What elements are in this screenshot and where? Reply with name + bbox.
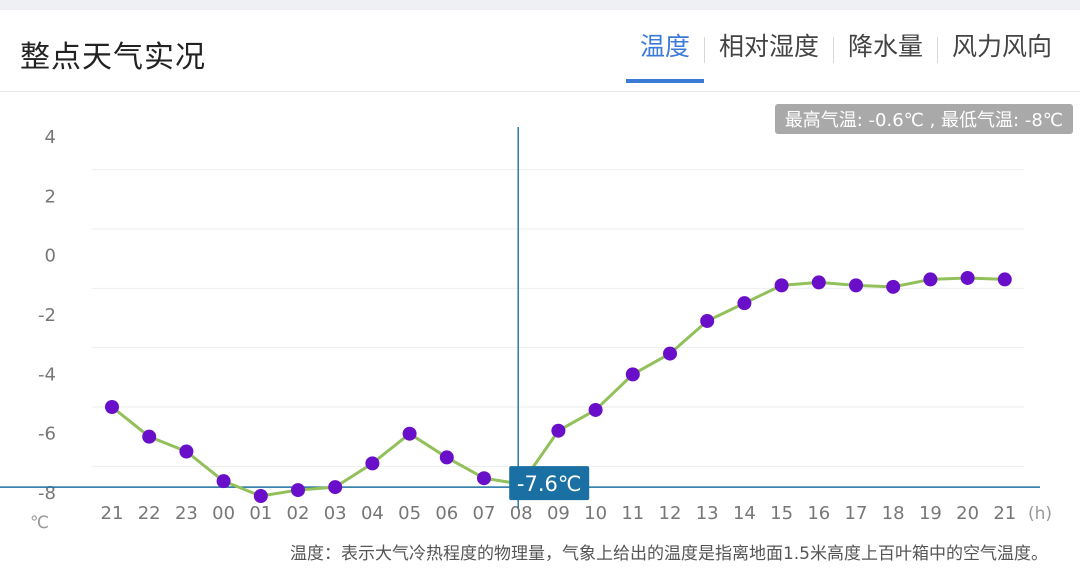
data-point[interactable]	[105, 400, 119, 414]
tab-divider	[832, 37, 834, 63]
temperature-range-badge: 最高气温: -0.6℃ , 最低气温: -8℃	[774, 104, 1073, 134]
x-tick-label: 08	[510, 503, 533, 524]
x-tick-label: 11	[621, 503, 644, 524]
x-tick-label: 22	[138, 503, 161, 524]
y-axis-ticks: 4 2 0 -2 -4 -6 -8	[38, 127, 56, 504]
data-point[interactable]	[886, 279, 901, 294]
y-tick-label: -4	[38, 364, 56, 385]
data-point[interactable]	[663, 346, 677, 361]
temperature-series-line	[111, 276, 1005, 498]
x-tick-label: 13	[696, 503, 719, 524]
data-point[interactable]	[849, 278, 863, 293]
tab-wind[interactable]: 风力风向	[951, 32, 1052, 61]
x-tick-label: 01	[249, 503, 272, 524]
data-point[interactable]	[291, 483, 305, 498]
y-tick-label: 2	[45, 186, 56, 207]
data-point[interactable]	[588, 402, 603, 417]
x-tick-label: 03	[324, 503, 347, 524]
x-tick-label: 00	[212, 503, 235, 524]
temperature-line-chart[interactable]: 420-2-4-6-8 21 22 23 00 01 02 03 04 05 06 07 08 09 10…	[0, 110, 1080, 540]
data-point[interactable]	[737, 296, 752, 311]
x-tick-label: 10	[584, 503, 607, 524]
x-axis-ticks: 21 22 23 00 01 02 03 04 05 06 07 08 09 10 11 12 13 14 15 16…	[101, 503, 1017, 524]
data-point[interactable]	[997, 272, 1012, 287]
data-point[interactable]	[439, 450, 454, 465]
tab-precipitation[interactable]: 降水量	[847, 32, 923, 61]
x-tick-label: 12	[659, 503, 682, 524]
tab-humidity[interactable]: 相对湿度	[718, 32, 819, 61]
value-tooltip: -7.6℃	[509, 466, 590, 501]
data-point[interactable]	[402, 426, 417, 441]
tooltip-label: -7.6℃	[517, 472, 582, 496]
x-tick-label: 21	[101, 503, 124, 524]
x-tick-label: 17	[845, 503, 868, 524]
x-tick-label: 14	[733, 503, 756, 524]
x-tick-label: 07	[473, 503, 496, 524]
x-tick-label: 23	[175, 503, 198, 524]
y-axis-unit: ℃	[30, 513, 49, 533]
x-tick-label: 21	[993, 503, 1016, 524]
x-tick-label: 06	[435, 503, 458, 524]
data-point[interactable]	[477, 471, 491, 486]
gridlines	[92, 169, 1024, 467]
y-tick-label: 4	[45, 127, 56, 148]
chart-footnote: 温度：表示大气冷热程度的物理量，气象上给出的温度是指离地面1.5米高度上百叶箱中…	[289, 544, 1048, 564]
tab-temperature[interactable]: 温度	[625, 30, 704, 83]
data-point[interactable]	[960, 270, 975, 285]
x-tick-label: 16	[807, 503, 830, 524]
top-strip	[0, 0, 1080, 10]
x-tick-label: 04	[361, 503, 384, 524]
x-tick-label: 05	[398, 503, 421, 524]
page-title: 整点天气实况	[20, 40, 206, 75]
y-tick-label: -6	[38, 424, 56, 445]
x-axis-unit: (h)	[1028, 504, 1052, 524]
x-tick-label: 18	[882, 503, 905, 524]
data-point[interactable]	[328, 480, 343, 495]
header-bar: 整点天气实况 温度 相对湿度 降水量 风力风向	[0, 10, 1080, 92]
y-tick-label: -8	[38, 483, 56, 504]
data-point[interactable]	[253, 489, 268, 503]
data-point[interactable]	[625, 367, 640, 382]
data-point[interactable]	[923, 272, 938, 287]
data-point[interactable]	[700, 313, 715, 328]
y-tick-label: -2	[38, 305, 56, 326]
x-tick-label: 20	[956, 503, 979, 524]
y-tick-label: 0	[45, 246, 56, 267]
tab-divider	[936, 37, 938, 63]
x-tick-label: 19	[919, 503, 942, 524]
data-point[interactable]	[811, 275, 826, 290]
data-point[interactable]	[179, 444, 194, 459]
data-point[interactable]	[551, 423, 566, 438]
data-point[interactable]	[365, 456, 380, 471]
data-point[interactable]	[216, 474, 231, 489]
x-tick-label: 15	[770, 503, 793, 524]
tab-bar: 温度 相对湿度 降水量 风力风向	[625, 30, 1066, 83]
tab-divider	[703, 37, 705, 63]
data-point[interactable]	[774, 278, 789, 293]
tooltip-box	[509, 466, 590, 501]
data-point[interactable]	[142, 429, 157, 444]
x-tick-label: 09	[547, 503, 570, 524]
x-tick-label: 02	[287, 503, 310, 524]
data-points	[105, 270, 1012, 503]
